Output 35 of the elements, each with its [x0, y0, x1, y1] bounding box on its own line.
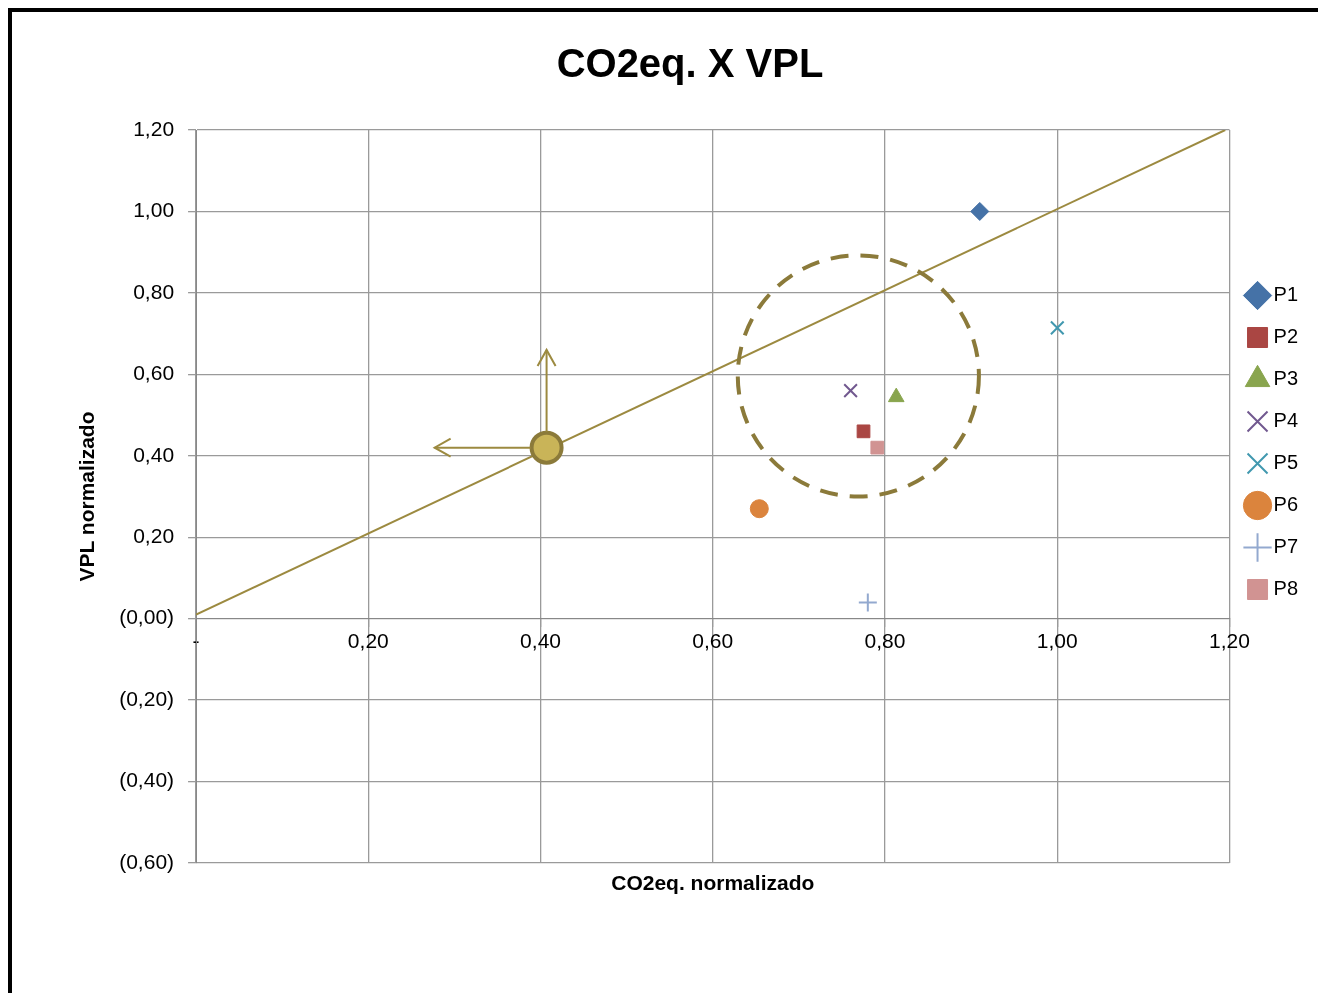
x-tick-label: 1,20	[1209, 629, 1250, 653]
point	[843, 383, 858, 398]
legend-label: P2	[1273, 325, 1299, 348]
y-axis-title: VPL normalizado	[75, 411, 99, 582]
point	[529, 430, 564, 465]
y-tick-label: 1,20	[133, 116, 175, 140]
x-tick-label: 0,60	[692, 629, 734, 653]
point	[870, 440, 885, 455]
x-tick-label: 1,00	[1036, 629, 1078, 653]
legend-label: P7	[1273, 535, 1299, 558]
legend-label: P5	[1273, 451, 1299, 474]
y-tick-label: 0,80	[133, 279, 175, 303]
y-tick-label: 1,00	[133, 198, 175, 222]
y-tick-label: 0,20	[133, 524, 175, 548]
legend-label: P6	[1273, 493, 1299, 516]
y-tick-label: (0,60)	[119, 849, 175, 873]
legend-label: P4	[1273, 409, 1299, 432]
x-axis-title: CO2eq. normalizado	[610, 871, 816, 895]
point	[970, 201, 990, 221]
legend-label: P3	[1273, 367, 1299, 390]
x-tick-label: 0,80	[864, 629, 906, 653]
y-tick-label: (0,00)	[119, 605, 175, 629]
legend-label: P8	[1273, 577, 1299, 600]
x-tick-label: 0,40	[520, 629, 561, 653]
point	[1049, 320, 1065, 336]
y-tick-label: 0,40	[133, 442, 175, 466]
point	[749, 499, 769, 519]
y-tick-label: (0,20)	[119, 686, 175, 710]
legend-label: P1	[1273, 283, 1299, 306]
x-tick-label: 0,20	[347, 629, 389, 653]
point	[856, 424, 871, 439]
y-tick-label: (0,40)	[119, 768, 175, 792]
point	[857, 592, 878, 613]
y-tick-label: 0,60	[133, 361, 175, 385]
chart-title: CO2eq. X VPL	[556, 41, 824, 86]
